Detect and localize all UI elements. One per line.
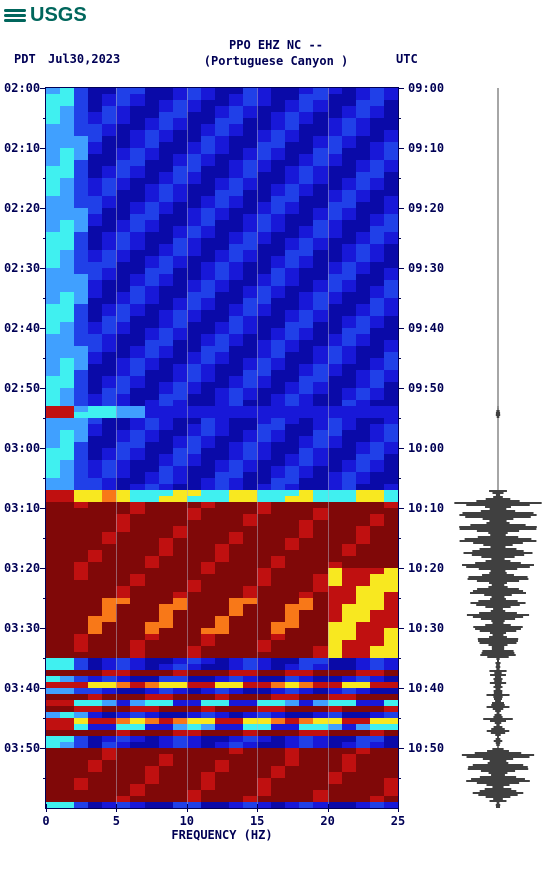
yaxis-left-label: 03:50 — [4, 741, 40, 755]
yaxis-right-label: 10:50 — [408, 741, 444, 755]
xaxis-tick-label: 0 — [42, 814, 49, 828]
yaxis-left-label: 02:00 — [4, 81, 40, 95]
yaxis-right-label: 09:20 — [408, 201, 444, 215]
yaxis-left-label: 03:20 — [4, 561, 40, 575]
yaxis-right-label: 09:30 — [408, 261, 444, 275]
yaxis-right-label: 10:40 — [408, 681, 444, 695]
yaxis-left-label: 02:40 — [4, 321, 40, 335]
yaxis-right-label: 10:20 — [408, 561, 444, 575]
spectrogram-plot: FREQUENCY (HZ) — [46, 88, 398, 808]
usgs-logo: USGS — [4, 4, 87, 27]
xaxis-tick-label: 15 — [250, 814, 264, 828]
yaxis-right-label: 09:40 — [408, 321, 444, 335]
xaxis-tick-label: 5 — [113, 814, 120, 828]
usgs-logo-text: USGS — [30, 4, 87, 27]
xaxis-tick-label: 10 — [180, 814, 194, 828]
date-label: Jul30,2023 — [48, 52, 120, 66]
yaxis-right-label: 10:00 — [408, 441, 444, 455]
yaxis-left-label: 02:10 — [4, 141, 40, 155]
yaxis-right-label: 09:50 — [408, 381, 444, 395]
yaxis-right-label: 09:10 — [408, 141, 444, 155]
yaxis-left-label: 02:20 — [4, 201, 40, 215]
yaxis-right-label: 09:00 — [408, 81, 444, 95]
station-line: PPO EHZ NC -- — [0, 38, 552, 52]
yaxis-left-label: 02:30 — [4, 261, 40, 275]
yaxis-left-label: 03:30 — [4, 621, 40, 635]
yaxis-left-label: 02:50 — [4, 381, 40, 395]
yaxis-right-label: 10:10 — [408, 501, 444, 515]
xaxis-title: FREQUENCY (HZ) — [171, 828, 272, 842]
yaxis-left-label: 03:10 — [4, 501, 40, 515]
yaxis-left-label: 03:40 — [4, 681, 40, 695]
left-tz-label: PDT — [14, 52, 36, 66]
waveform-trace — [450, 88, 546, 808]
usgs-wave-icon — [4, 7, 26, 25]
xaxis-tick-label: 25 — [391, 814, 405, 828]
yaxis-right-label: 10:30 — [408, 621, 444, 635]
xaxis-tick-label: 20 — [320, 814, 334, 828]
right-tz-label: UTC — [396, 52, 418, 66]
yaxis-left-label: 03:00 — [4, 441, 40, 455]
